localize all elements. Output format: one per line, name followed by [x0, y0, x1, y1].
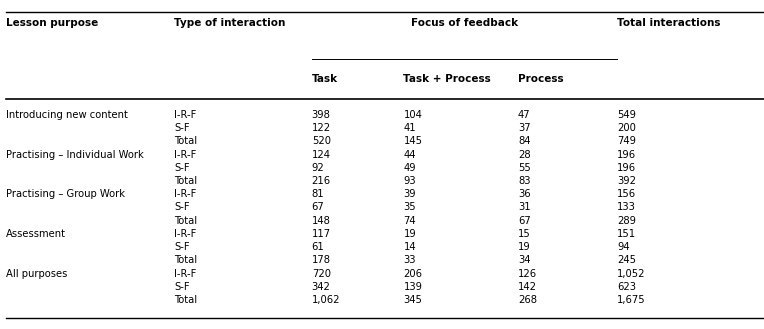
Text: 19: 19	[518, 242, 531, 252]
Text: 37: 37	[518, 123, 531, 133]
Text: 124: 124	[312, 149, 331, 160]
Text: 55: 55	[518, 163, 531, 173]
Text: 47: 47	[518, 110, 531, 120]
Text: Lesson purpose: Lesson purpose	[6, 18, 99, 28]
Text: 122: 122	[312, 123, 331, 133]
Text: 83: 83	[518, 176, 530, 186]
Text: 74: 74	[403, 215, 416, 226]
Text: 1,675: 1,675	[617, 295, 646, 305]
Text: 142: 142	[518, 282, 537, 292]
Text: I-R-F: I-R-F	[174, 268, 196, 279]
Text: Introducing new content: Introducing new content	[6, 110, 128, 120]
Text: 196: 196	[617, 149, 636, 160]
Text: 28: 28	[518, 149, 531, 160]
Text: 84: 84	[518, 136, 530, 146]
Text: 126: 126	[518, 268, 537, 279]
Text: 178: 178	[312, 255, 331, 265]
Text: 1,052: 1,052	[617, 268, 646, 279]
Text: 245: 245	[617, 255, 636, 265]
Text: S-F: S-F	[174, 202, 189, 213]
Text: 196: 196	[617, 163, 636, 173]
Text: 148: 148	[312, 215, 331, 226]
Text: S-F: S-F	[174, 123, 189, 133]
Text: 31: 31	[518, 202, 531, 213]
Text: 549: 549	[617, 110, 636, 120]
Text: 94: 94	[617, 242, 630, 252]
Text: 342: 342	[312, 282, 331, 292]
Text: 520: 520	[312, 136, 331, 146]
Text: Total: Total	[174, 215, 197, 226]
Text: 93: 93	[403, 176, 416, 186]
Text: 145: 145	[403, 136, 422, 146]
Text: 49: 49	[403, 163, 416, 173]
Text: S-F: S-F	[174, 163, 189, 173]
Text: 206: 206	[403, 268, 422, 279]
Text: 133: 133	[617, 202, 636, 213]
Text: 749: 749	[617, 136, 636, 146]
Text: 14: 14	[403, 242, 416, 252]
Text: 117: 117	[312, 229, 331, 239]
Text: Total: Total	[174, 295, 197, 305]
Text: 33: 33	[403, 255, 416, 265]
Text: I-R-F: I-R-F	[174, 189, 196, 199]
Text: Task + Process: Task + Process	[403, 74, 491, 84]
Text: 268: 268	[518, 295, 537, 305]
Text: 216: 216	[312, 176, 331, 186]
Text: I-R-F: I-R-F	[174, 110, 196, 120]
Text: 41: 41	[403, 123, 416, 133]
Text: 35: 35	[403, 202, 416, 213]
Text: S-F: S-F	[174, 242, 189, 252]
Text: Type of interaction: Type of interaction	[174, 18, 286, 28]
Text: 200: 200	[617, 123, 636, 133]
Text: 1,062: 1,062	[312, 295, 340, 305]
Text: 19: 19	[403, 229, 416, 239]
Text: Task: Task	[312, 74, 338, 84]
Text: 720: 720	[312, 268, 331, 279]
Text: Practising – Individual Work: Practising – Individual Work	[6, 149, 144, 160]
Text: 151: 151	[617, 229, 636, 239]
Text: I-R-F: I-R-F	[174, 149, 196, 160]
Text: Total: Total	[174, 255, 197, 265]
Text: 15: 15	[518, 229, 531, 239]
Text: 345: 345	[403, 295, 422, 305]
Text: 67: 67	[518, 215, 531, 226]
Text: 289: 289	[617, 215, 636, 226]
Text: I-R-F: I-R-F	[174, 229, 196, 239]
Text: 44: 44	[403, 149, 416, 160]
Text: 61: 61	[312, 242, 325, 252]
Text: 392: 392	[617, 176, 636, 186]
Text: S-F: S-F	[174, 282, 189, 292]
Text: 139: 139	[403, 282, 422, 292]
Text: Assessment: Assessment	[6, 229, 66, 239]
Text: 39: 39	[403, 189, 416, 199]
Text: 92: 92	[312, 163, 325, 173]
Text: Focus of feedback: Focus of feedback	[411, 18, 518, 28]
Text: Total: Total	[174, 176, 197, 186]
Text: Total interactions: Total interactions	[617, 18, 720, 28]
Text: 156: 156	[617, 189, 636, 199]
Text: Practising – Group Work: Practising – Group Work	[6, 189, 125, 199]
Text: 36: 36	[518, 189, 531, 199]
Text: 104: 104	[403, 110, 422, 120]
Text: 67: 67	[312, 202, 325, 213]
Text: Process: Process	[518, 74, 564, 84]
Text: 81: 81	[312, 189, 325, 199]
Text: 34: 34	[518, 255, 530, 265]
Text: 398: 398	[312, 110, 331, 120]
Text: 623: 623	[617, 282, 636, 292]
Text: Total: Total	[174, 136, 197, 146]
Text: All purposes: All purposes	[6, 268, 67, 279]
